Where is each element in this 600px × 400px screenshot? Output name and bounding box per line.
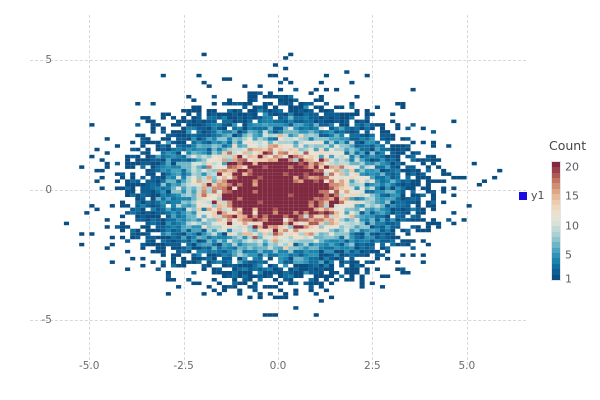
colorbar-tick-label-3: 15 (565, 189, 579, 203)
colorbar-band-9 (552, 226, 560, 232)
colorbar-band-17 (552, 183, 560, 189)
colorbar-band-18 (552, 178, 560, 184)
colorbar-tick-label-1: 5 (565, 248, 572, 262)
y-tick-label-0: -5 (41, 314, 52, 327)
colorbar-band-3 (552, 258, 560, 264)
colorbar-band-19 (552, 172, 560, 179)
colorbar-band-16 (552, 188, 560, 195)
x-tick-label-3: 2.5 (364, 360, 381, 372)
density-bins-canvas (42, 27, 514, 353)
colorbar-band-13 (552, 204, 560, 211)
colorbar-band-10 (552, 220, 560, 227)
colorbar-band-21 (552, 162, 560, 168)
colorbar-band-6 (552, 242, 560, 248)
colorbar-band-7 (552, 237, 560, 243)
legend-swatch-y1 (519, 191, 527, 200)
colorbar-band-8 (552, 231, 560, 238)
colorbar-band-0 (552, 274, 560, 280)
colorbar-gradient (551, 161, 561, 281)
colorbar-band-1 (552, 269, 560, 275)
colorbar-title: Count (549, 138, 587, 153)
colorbar-band-20 (552, 167, 560, 173)
colorbar-band-2 (552, 263, 560, 270)
colorbar-band-12 (552, 210, 560, 216)
colorbar[interactable]: 1 5 10 15 20 (551, 160, 579, 286)
legend-entry-y1[interactable]: y1 (519, 190, 545, 201)
colorbar-band-14 (552, 199, 560, 205)
plot-area (30, 15, 526, 365)
colorbar-tick-label-2: 10 (565, 219, 579, 233)
colorbar-tick-label-0: 1 (565, 272, 572, 286)
y-tick-label-1: 0 (45, 184, 52, 196)
y-tick-label-2: 5 (45, 53, 52, 66)
colorbar-band-4 (552, 253, 560, 259)
colorbar-band-15 (552, 194, 560, 200)
x-tick-label-4: 5.0 (458, 360, 476, 372)
x-tick-label-2: 0.0 (269, 360, 287, 372)
colorbar-band-11 (552, 215, 560, 221)
colorbar-band-5 (552, 247, 560, 254)
legend-label-y1: y1 (531, 189, 545, 202)
colorbar-tick-label-4: 20 (565, 160, 579, 174)
x-tick-label-0: -5.0 (78, 360, 100, 372)
x-tick-label-1: -2.5 (173, 360, 194, 372)
